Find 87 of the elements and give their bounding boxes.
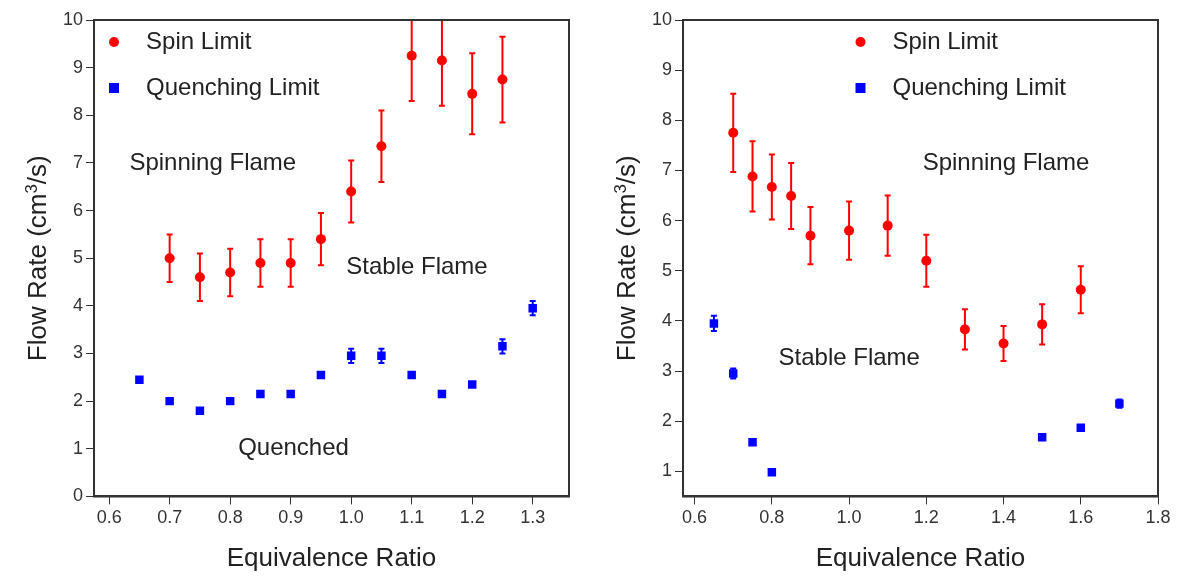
point [376,141,387,152]
point [728,127,739,138]
x-tick-label: 1.0 [338,507,364,528]
annotation: Stable Flame [778,342,920,370]
point [406,50,417,61]
x-axis-title: Equivalence Ratio [815,542,1026,572]
point [805,230,816,241]
x-tick-label: 0.9 [278,507,304,528]
x-tick-label: 1.2 [459,507,485,528]
annotation: Spinning Flame [129,147,297,175]
x-tick-label: 1.2 [913,507,939,528]
x-tick-label: 0.7 [157,507,183,528]
annotation: Spinning Flame [922,147,1090,175]
y-tick-label: 9 [73,56,84,77]
point [1037,319,1048,330]
y-tick-label: 8 [73,104,84,125]
y-tick-label: 10 [651,8,673,29]
x-tick-label: 0.6 [96,507,122,528]
y-tick-label: 10 [62,8,84,29]
annotation: Quenched [238,433,349,461]
y-tick-label: 3 [73,342,84,363]
point [766,181,777,192]
point [436,55,447,66]
point [959,324,970,335]
y-tick-label: 8 [662,109,673,130]
point [1075,284,1086,295]
point [225,267,236,278]
legend-label: Spin Limit [892,26,999,54]
x-tick-label: 1.8 [1145,507,1171,528]
y-axis-title: Flow Rate (cm3/s) [610,155,641,362]
point [748,438,757,447]
legend-label: Spin Limit [146,26,252,54]
x-axis-title: Equivalence Ratio [226,542,437,572]
point [467,88,478,99]
x-tick-label: 1.1 [399,507,425,528]
point [786,191,797,202]
point [164,253,175,264]
x-tick-label: 0.8 [217,507,243,528]
point [747,171,758,182]
point [194,272,205,283]
x-tick-label: 0.6 [682,507,708,528]
point [844,225,855,236]
point [255,257,266,268]
point [998,338,1009,349]
y-tick-label: 7 [662,159,673,180]
y-tick-label: 2 [73,390,84,411]
y-tick-label: 6 [662,209,673,230]
point [286,389,295,399]
x-tick-label: 1.0 [836,507,862,528]
y-tick-label: 1 [662,460,673,481]
y-tick-label: 7 [73,151,84,172]
point [135,375,144,384]
x-tick-label: 1.4 [991,507,1017,528]
point [285,257,296,268]
point [709,319,719,328]
legend-label: Quenching Limit [146,72,320,100]
y-tick-label: 3 [662,360,673,380]
point [346,186,357,197]
point [882,220,893,231]
y-tick-label: 4 [73,294,84,315]
y-tick-label: 6 [73,199,84,220]
legend-label: Quenching Limit [892,72,1067,100]
point [256,389,265,399]
y-tick-label: 4 [662,309,673,330]
y-tick-label: 2 [662,410,673,431]
x-tick-label: 0.8 [759,507,785,528]
point [467,380,477,389]
x-tick-label: 1.3 [520,507,546,528]
y-tick-label: 9 [662,59,673,80]
x-tick-label: 1.6 [1068,507,1094,528]
point [498,342,507,351]
point [1076,423,1086,432]
annotation: Stable Flame [346,252,488,280]
point [165,396,174,406]
point [921,255,932,266]
point [315,234,326,245]
y-axis-title: Flow Rate (cm3/s) [21,155,52,362]
point [497,74,508,85]
point [407,370,416,380]
y-tick-label: 5 [73,247,84,268]
point [377,351,386,361]
point [528,303,537,313]
y-tick-label: 1 [73,437,84,458]
y-tick-label: 0 [73,485,84,506]
y-tick-label: 5 [662,259,673,280]
point [767,468,777,477]
point [195,406,205,415]
